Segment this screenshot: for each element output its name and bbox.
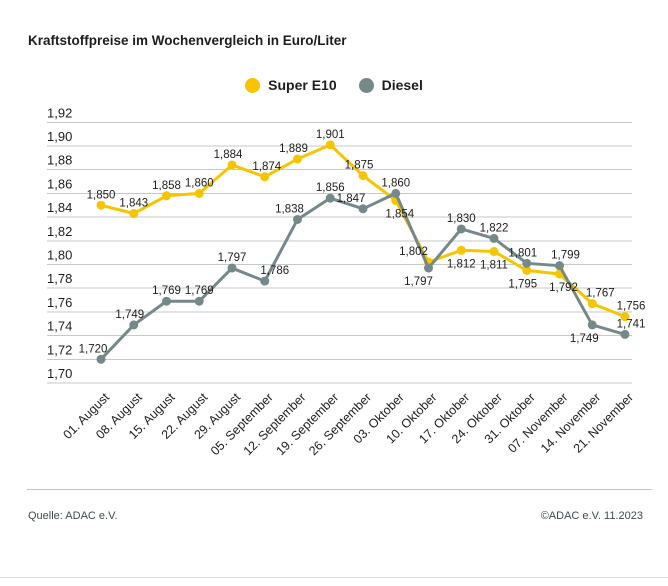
fuel-price-line-chart: 1,70 1,72 1,74 1,76 1,78 1,80 1,82 1,84 1,86 1,88…: [47, 105, 646, 458]
data-point: [227, 263, 237, 273]
data-point: [522, 258, 532, 268]
data-point: [358, 171, 368, 181]
data-point: [96, 354, 106, 364]
data-point-label: 1,749: [570, 333, 599, 345]
data-point-label: 1,786: [260, 265, 289, 277]
data-point-label: 1,767: [586, 288, 615, 300]
y-tick-label: 1,76: [47, 295, 72, 310]
data-point-label: 1,854: [385, 209, 414, 221]
y-tick-label: 1,90: [47, 129, 72, 144]
data-point-label: 1,889: [279, 143, 308, 155]
data-point-label: 1,847: [337, 193, 366, 205]
data-point: [194, 188, 204, 198]
data-point-label: 1,843: [119, 198, 148, 210]
y-tick-label: 1,88: [47, 153, 72, 168]
data-point-label: 1,769: [185, 285, 214, 297]
data-point: [587, 320, 597, 330]
data-point-label: 1,860: [381, 177, 410, 189]
y-tick-label: 1,84: [47, 200, 72, 215]
data-point: [456, 245, 466, 255]
data-point: [620, 312, 630, 322]
data-point: [129, 320, 139, 330]
data-point-label: 1,812: [447, 258, 476, 270]
y-tick-label: 1,92: [47, 105, 72, 120]
data-point: [620, 329, 630, 339]
data-point-label: 1,856: [316, 182, 345, 194]
data-point: [260, 172, 270, 182]
data-point-label: 1,749: [115, 309, 144, 321]
y-tick-label: 1,82: [47, 224, 72, 239]
data-point: [162, 191, 171, 201]
chart-legend: Super E10 Diesel: [0, 77, 668, 93]
super-e10-swatch-icon: [245, 77, 261, 93]
data-point-label: 1,801: [508, 247, 537, 259]
data-point: [293, 214, 302, 224]
data-point-label: 1,884: [214, 149, 243, 161]
data-point: [424, 263, 433, 273]
data-point-label: 1,875: [345, 160, 374, 172]
data-point-label: 1,769: [152, 285, 181, 297]
source-note: Quelle: ADAC e.V.: [28, 510, 118, 522]
footer-divider: [27, 489, 652, 490]
y-tick-label: 1,86: [47, 176, 72, 191]
copyright-note: ©ADAC e.V. 11.2023: [540, 510, 643, 522]
series-line-diesel: [99, 191, 627, 361]
data-point: [489, 233, 499, 243]
data-point: [227, 160, 237, 170]
bottom-edge-divider: [0, 577, 668, 578]
data-point: [325, 193, 335, 203]
legend-item-super-e10: Super E10: [245, 77, 337, 93]
page-title: Kraftstoffpreise im Wochenvergleich in E…: [28, 33, 347, 48]
data-point-label: 1,792: [549, 282, 578, 294]
data-point-label: 1,811: [480, 259, 508, 271]
data-point-label: 1,799: [551, 250, 580, 262]
legend-label-super-e10: Super E10: [268, 77, 337, 93]
data-point: [260, 276, 270, 286]
legend-label-diesel: Diesel: [381, 77, 423, 93]
y-tick-label: 1,80: [47, 248, 72, 263]
legend-item-diesel: Diesel: [358, 77, 423, 93]
data-point: [194, 296, 204, 306]
data-point-label: 1,741: [617, 318, 646, 330]
data-point-label: 1,860: [185, 177, 214, 189]
data-point-label: 1,797: [404, 276, 433, 288]
diesel-swatch-icon: [358, 77, 374, 93]
y-tick-label: 1,78: [47, 271, 72, 286]
data-point: [587, 299, 597, 309]
data-point-label: 1,830: [447, 213, 476, 225]
data-point-label: 1,901: [316, 129, 345, 141]
data-point-label: 1,797: [218, 252, 247, 264]
footer: Quelle: ADAC e.V. ©ADAC e.V. 11.2023: [28, 510, 643, 522]
data-point: [293, 154, 302, 164]
y-tick-label: 1,70: [47, 366, 72, 381]
data-point-label: 1,720: [79, 343, 108, 355]
data-point: [325, 140, 335, 150]
data-point: [358, 204, 368, 214]
data-point: [456, 224, 466, 234]
y-tick-label: 1,72: [47, 342, 72, 357]
data-point-label: 1,802: [399, 246, 428, 258]
data-point-label: 1,850: [87, 189, 116, 201]
data-point-label: 1,795: [508, 278, 537, 290]
data-point-label: 1,874: [252, 161, 281, 173]
data-point: [489, 246, 499, 256]
data-point-label: 1,822: [480, 222, 509, 234]
data-point: [522, 265, 532, 275]
data-point-label: 1,858: [152, 180, 181, 192]
data-point-label: 1,838: [275, 203, 304, 215]
data-point: [129, 209, 139, 219]
data-point: [391, 188, 401, 198]
data-point: [162, 296, 171, 306]
data-point: [96, 200, 106, 210]
y-tick-label: 1,74: [47, 319, 72, 334]
data-point-label: 1,756: [617, 301, 646, 313]
data-point: [555, 261, 564, 271]
